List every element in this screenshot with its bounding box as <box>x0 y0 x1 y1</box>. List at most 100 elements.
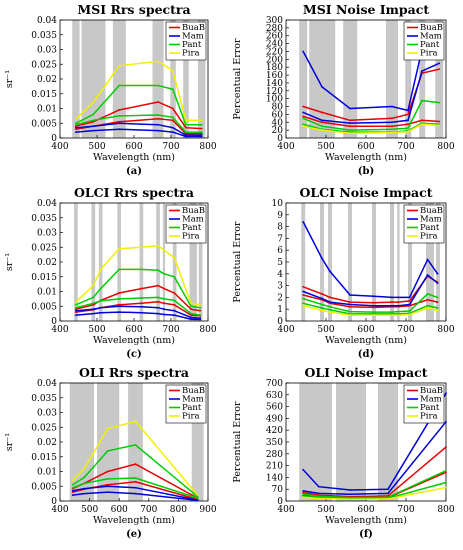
legend-entry-buab: BuaB <box>182 23 205 33</box>
series-line-mam <box>75 311 201 321</box>
data-point-mam <box>387 492 389 495</box>
data-point-mam <box>140 305 143 308</box>
y-tick-label: 220 <box>266 47 283 57</box>
band-shade <box>191 383 204 501</box>
chart-panel-2: MSI Noise Impact 020406080100120140160180… <box>232 2 455 177</box>
data-point-pant <box>445 481 447 484</box>
panel-label: (f) <box>359 529 373 540</box>
series-line-pant <box>302 293 438 313</box>
data-point-mam <box>438 62 441 65</box>
band-shade <box>117 203 122 321</box>
data-point-buab <box>134 463 137 466</box>
band-shade <box>299 20 308 138</box>
y-tick-label: 280 <box>266 450 283 460</box>
data-point-pira <box>391 314 393 316</box>
data-point-buab <box>75 308 77 311</box>
data-point-pira <box>302 125 305 128</box>
data-point-pant <box>157 114 159 116</box>
chart-panel-5: OLI Rrs spectra 0 0.005 0.01 0.015 0.02 0.025 0… <box>4 365 217 540</box>
data-point-mam <box>184 135 187 138</box>
data-point-mam <box>349 107 351 110</box>
data-point-pant <box>373 311 375 314</box>
y-tick-label: 0.025 <box>31 243 57 253</box>
data-point-mam <box>426 258 429 261</box>
data-point-mam <box>426 274 429 276</box>
y-tick-label: 560 <box>266 403 283 413</box>
data-point-mam <box>118 122 121 125</box>
data-point-buab <box>190 314 192 316</box>
data-point-mam <box>157 312 159 315</box>
data-point-pant <box>184 123 187 126</box>
data-point-mam <box>391 121 393 124</box>
data-point-buab <box>118 109 121 111</box>
x-tick-label: 500 <box>317 325 334 335</box>
data-point-mam <box>196 499 199 502</box>
y-tick-label: 240 <box>266 40 283 50</box>
data-point-pira <box>92 101 95 104</box>
data-point-mam <box>387 488 389 491</box>
data-point-pant <box>118 297 121 300</box>
data-point-mam <box>302 489 305 492</box>
band-shade <box>386 20 398 138</box>
band-shade <box>69 383 76 501</box>
x-tick-label: 700 <box>162 142 179 152</box>
legend-entry-mam: Mam <box>182 395 204 405</box>
data-point-buab <box>106 470 109 473</box>
data-point-buab <box>373 301 375 304</box>
data-point-mam <box>75 314 77 316</box>
data-point-pira <box>349 314 351 316</box>
data-point-buab <box>92 303 95 306</box>
data-point-pira <box>445 486 447 489</box>
band-shade <box>419 20 426 138</box>
x-tick-label: 500 <box>317 142 334 152</box>
data-point-pant <box>397 310 400 313</box>
y-tick-label: 60 <box>272 110 284 120</box>
data-point-buab <box>157 117 159 120</box>
y-tick-label: 0.005 <box>31 302 57 312</box>
data-point-mam <box>445 420 447 423</box>
data-point-pant <box>445 469 447 472</box>
data-point-buab <box>173 292 176 294</box>
data-point-pant <box>317 495 320 498</box>
data-point-pira <box>436 309 439 312</box>
data-point-pira <box>173 256 176 259</box>
band-shade <box>336 383 366 501</box>
data-point-pira <box>75 300 77 303</box>
data-point-mam <box>140 311 143 314</box>
x-tick-label: 600 <box>357 142 374 152</box>
data-point-pant <box>190 305 192 308</box>
data-point-pant <box>118 268 121 271</box>
y-axis-label: sr⁻¹ <box>4 433 15 451</box>
data-point-pant <box>321 307 323 309</box>
data-point-mam <box>408 296 411 299</box>
data-point-mam <box>391 105 393 108</box>
data-point-pant <box>92 302 95 305</box>
band-shade <box>435 20 444 138</box>
data-point-mam <box>75 131 77 134</box>
y-tick-label: 0 <box>277 317 283 327</box>
x-tick-label: 600 <box>357 505 374 515</box>
x-axis-label: Wavelength (nm) <box>325 515 407 526</box>
y-tick-label: 140 <box>266 79 283 89</box>
legend-entry-buab: BuaB <box>420 206 443 216</box>
data-point-buab <box>407 113 409 116</box>
data-point-pira <box>397 314 400 316</box>
data-point-pira <box>157 244 159 247</box>
data-point-pira <box>391 131 393 134</box>
data-point-pant <box>173 299 176 302</box>
data-point-buab <box>302 294 305 296</box>
data-point-buab <box>190 308 192 311</box>
data-point-pira <box>140 246 143 249</box>
y-tick-label: 0.025 <box>31 60 57 70</box>
data-point-pant <box>163 297 165 300</box>
x-tick-label: 500 <box>88 325 105 335</box>
data-point-pira <box>349 498 352 501</box>
data-point-pant <box>99 287 102 290</box>
y-tick-label: 2 <box>277 293 283 303</box>
y-tick-label: 0.015 <box>31 273 57 283</box>
y-tick-label: 0.035 <box>31 31 57 41</box>
